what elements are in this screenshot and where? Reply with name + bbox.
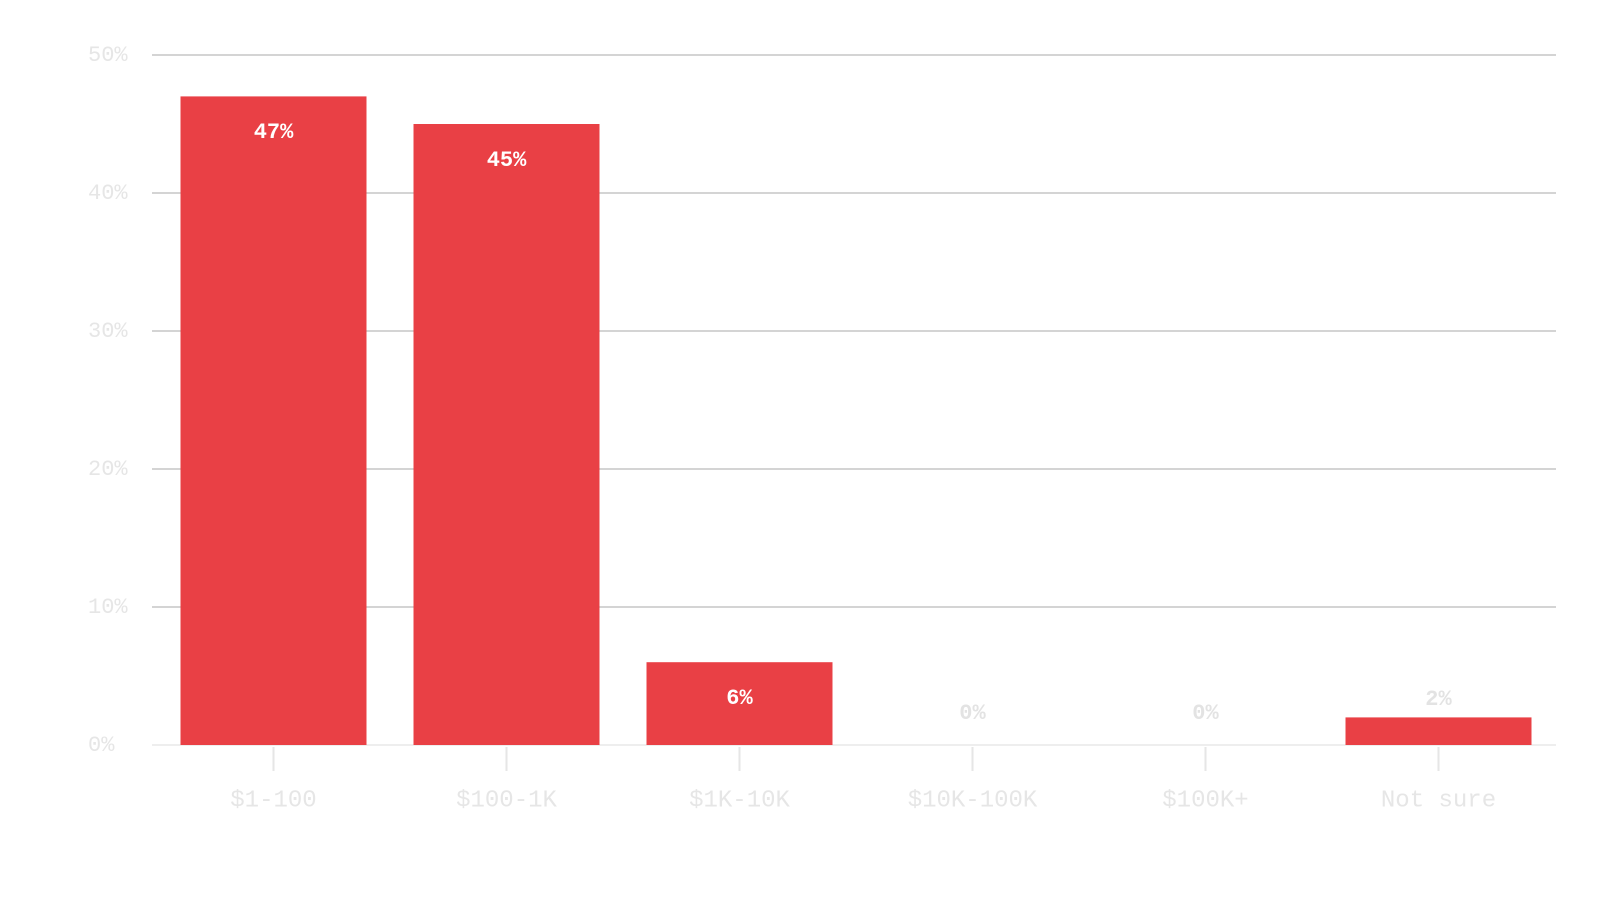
bar [646, 662, 833, 745]
value-label: 45% [487, 148, 527, 173]
value-label: 0% [959, 701, 986, 726]
x-tick-label: $1K-10K [689, 787, 790, 814]
value-label: 2% [1425, 687, 1452, 712]
y-tick-label: 20% [88, 457, 128, 482]
x-tick-label: $100-1K [456, 787, 557, 814]
value-label: 0% [1192, 701, 1219, 726]
value-label: 47% [254, 120, 294, 145]
value-label: 6% [726, 686, 753, 711]
y-tick-label: 40% [88, 181, 128, 206]
x-tick-label: Not sure [1381, 787, 1496, 814]
x-tick-label: $100K+ [1162, 787, 1248, 814]
y-tick-label: 0% [88, 733, 115, 758]
y-tick-label: 10% [88, 595, 128, 620]
x-tick-label: $1-100 [230, 787, 316, 814]
bar [1345, 717, 1532, 745]
x-tick-label: $10K-100K [908, 787, 1038, 814]
y-tick-label: 50% [88, 43, 128, 68]
bar [413, 124, 600, 745]
y-tick-label: 30% [88, 319, 128, 344]
bar [180, 96, 367, 745]
